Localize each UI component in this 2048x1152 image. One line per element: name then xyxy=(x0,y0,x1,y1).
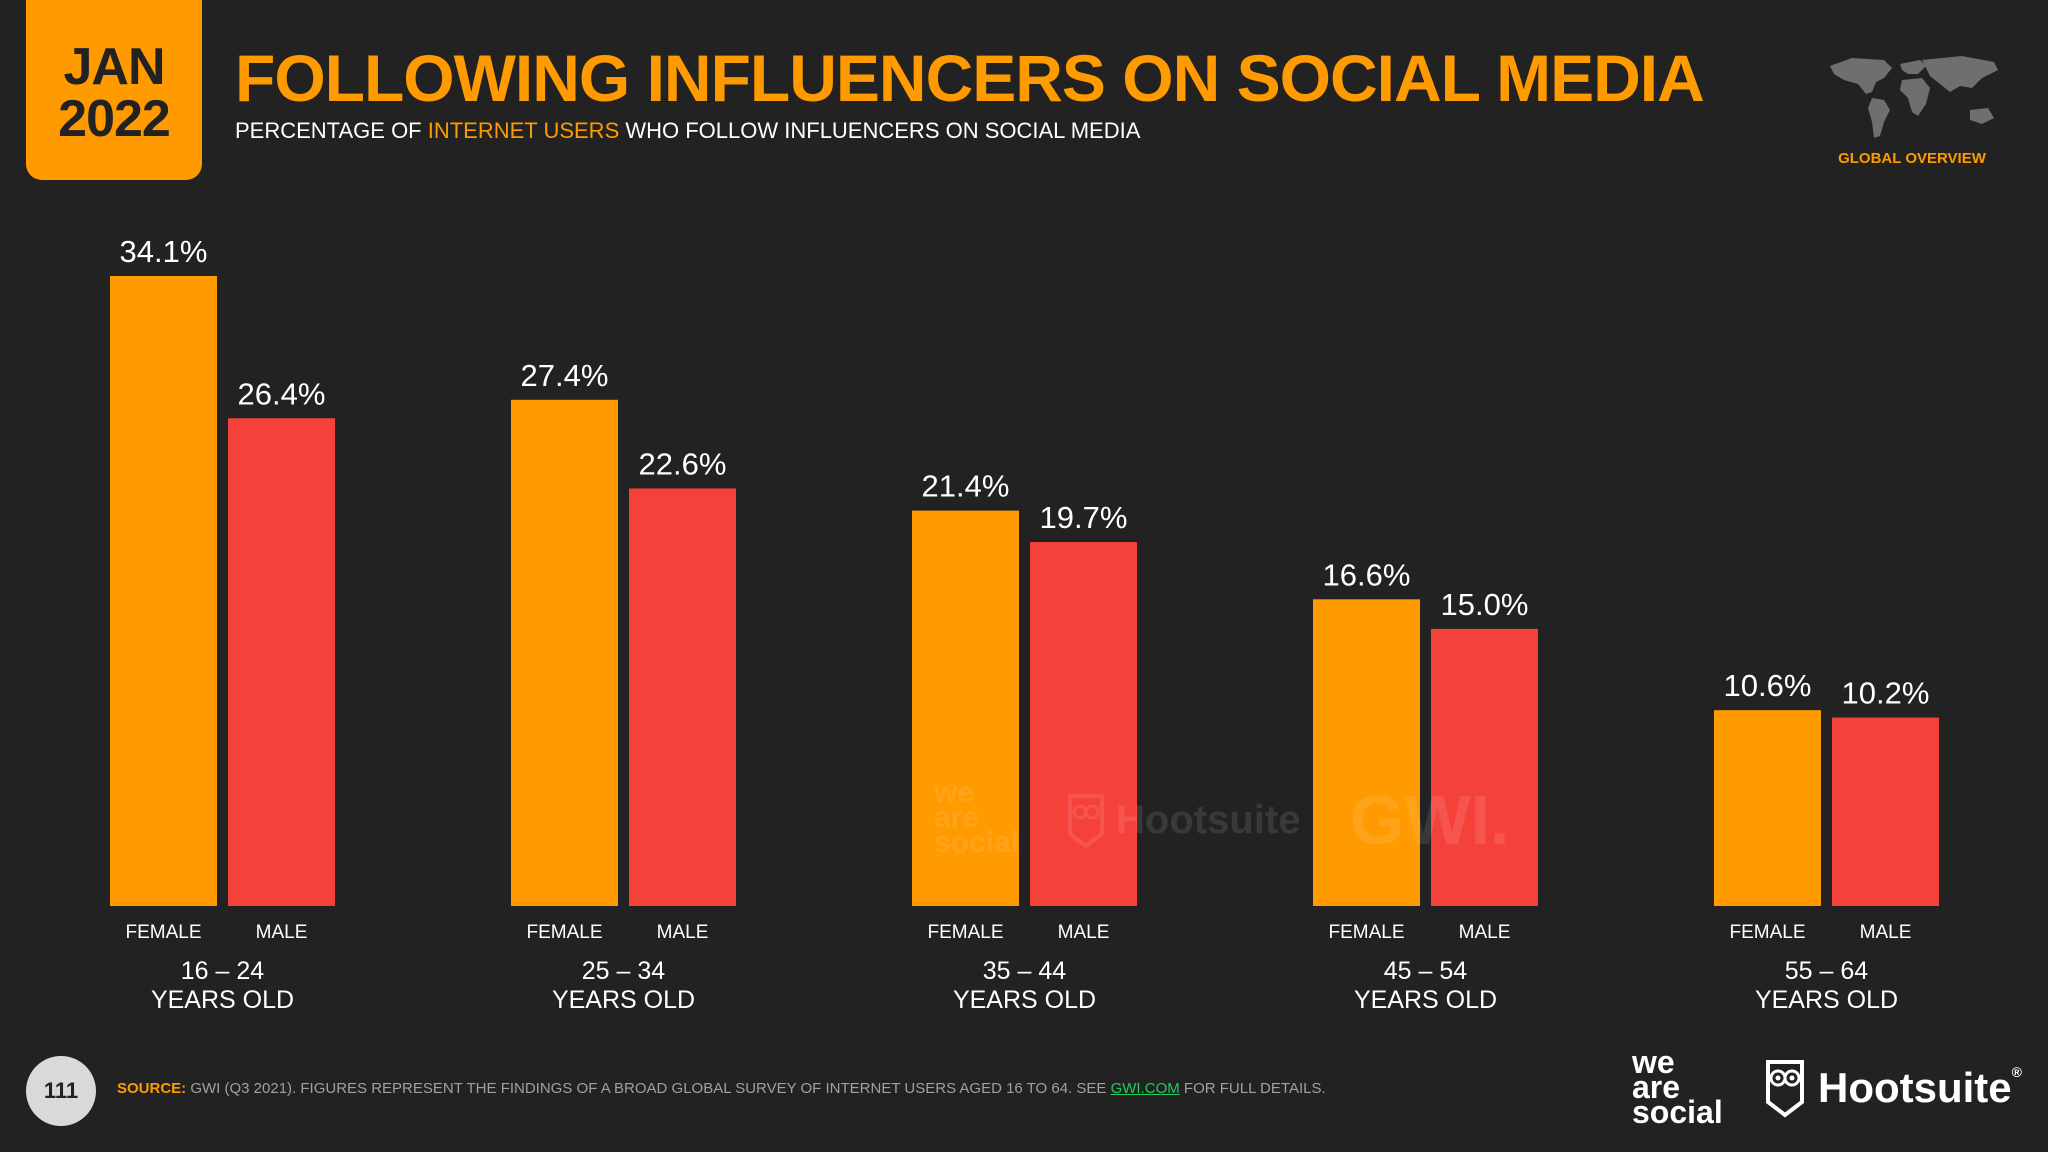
value-label-female-4: 10.6% xyxy=(1724,668,1812,703)
global-overview-label: GLOBAL OVERVIEW xyxy=(1838,150,1986,167)
value-label-male-4: 10.2% xyxy=(1842,676,1930,711)
watermark-we-are-social: we are social xyxy=(934,776,1044,860)
subtitle-prefix: PERCENTAGE OF xyxy=(235,118,428,143)
watermark-was-line-2: are xyxy=(934,801,980,834)
gender-label-female-3: FEMALE xyxy=(1328,922,1404,943)
age-years-label-2: YEARS OLD xyxy=(953,986,1096,1014)
gender-label-male-0: MALE xyxy=(256,922,308,943)
gender-label-female-1: FEMALE xyxy=(526,922,602,943)
logo-was-line-1: we xyxy=(1632,1044,1675,1080)
age-range-label-0: 16 – 24 xyxy=(181,957,265,985)
date-month: JAN xyxy=(63,38,165,96)
date-badge: JAN 2022 xyxy=(26,0,202,180)
date-year: 2022 xyxy=(58,90,171,148)
source-note: SOURCE: GWI (Q3 2021). FIGURES REPRESENT… xyxy=(117,1080,1326,1097)
bar-male-4 xyxy=(1832,717,1939,906)
age-range-label-1: 25 – 34 xyxy=(582,957,666,985)
owl-icon xyxy=(1068,794,1104,848)
watermark-was-line-3: social xyxy=(934,826,1020,859)
gender-label-female-2: FEMALE xyxy=(927,922,1003,943)
source-text: GWI (Q3 2021). FIGURES REPRESENT THE FIN… xyxy=(186,1080,1111,1097)
bar-female-4 xyxy=(1714,710,1821,906)
logo-was-line-3: social xyxy=(1632,1094,1723,1130)
watermark-gwi: GWI. xyxy=(1350,781,1510,859)
gender-label-male-2: MALE xyxy=(1058,922,1110,943)
bar-male-1 xyxy=(629,488,736,906)
age-years-label-3: YEARS OLD xyxy=(1354,986,1497,1014)
registered-mark: ® xyxy=(2011,1064,2022,1080)
bar-female-3 xyxy=(1313,599,1420,906)
age-range-label-4: 55 – 64 xyxy=(1785,957,1869,985)
bar-male-0 xyxy=(228,418,335,906)
value-label-female-3: 16.6% xyxy=(1323,557,1411,592)
gender-label-male-3: MALE xyxy=(1459,922,1511,943)
gender-label-male-1: MALE xyxy=(657,922,709,943)
bar-female-0 xyxy=(110,276,217,906)
logo-was-line-2: are xyxy=(1632,1069,1681,1105)
value-label-male-0: 26.4% xyxy=(238,376,326,411)
world-map-icon xyxy=(1830,56,1998,138)
bar-female-1 xyxy=(511,399,618,906)
source-end: FOR FULL DETAILS. xyxy=(1179,1080,1326,1097)
page-number: 111 xyxy=(26,1056,96,1126)
age-years-label-4: YEARS OLD xyxy=(1755,986,1898,1014)
hootsuite-logo-text: Hootsuite xyxy=(1818,1064,2012,1111)
subtitle-highlight: INTERNET USERS xyxy=(427,118,620,143)
value-label-female-2: 21.4% xyxy=(922,469,1010,504)
subtitle-suffix: WHO FOLLOW INFLUENCERS ON SOCIAL MEDIA xyxy=(619,118,1141,143)
age-years-label-1: YEARS OLD xyxy=(552,986,695,1014)
value-label-male-3: 15.0% xyxy=(1441,587,1529,622)
gender-label-male-4: MALE xyxy=(1860,922,1912,943)
hootsuite-owl-icon xyxy=(1766,1060,1804,1118)
gender-label-female-0: FEMALE xyxy=(125,922,201,943)
page-subtitle: PERCENTAGE OF INTERNET USERS WHO FOLLOW … xyxy=(235,118,1140,144)
bar-female-2 xyxy=(912,510,1019,906)
hootsuite-logo: Hootsuite® xyxy=(1764,1058,2022,1118)
age-range-label-3: 45 – 54 xyxy=(1384,957,1468,985)
gender-label-female-4: FEMALE xyxy=(1729,922,1805,943)
value-label-female-0: 34.1% xyxy=(120,234,208,269)
we-are-social-logo: we are social xyxy=(1632,1044,1742,1130)
value-label-male-1: 22.6% xyxy=(639,446,727,481)
value-label-male-2: 19.7% xyxy=(1040,500,1128,535)
source-link[interactable]: GWI.COM xyxy=(1110,1080,1180,1097)
bar-male-3 xyxy=(1431,628,1538,906)
bar-male-2 xyxy=(1030,542,1137,906)
watermark-was-line-1: we xyxy=(934,776,975,809)
age-years-label-0: YEARS OLD xyxy=(151,986,294,1014)
page-title: FOLLOWING INFLUENCERS ON SOCIAL MEDIA xyxy=(235,41,1705,115)
watermark-hootsuite-text: Hootsuite xyxy=(1116,798,1301,842)
watermark-hootsuite: Hootsuite xyxy=(1066,780,1300,860)
value-label-female-1: 27.4% xyxy=(521,358,609,393)
age-range-label-2: 35 – 44 xyxy=(983,957,1067,985)
source-label: SOURCE: xyxy=(117,1080,187,1097)
